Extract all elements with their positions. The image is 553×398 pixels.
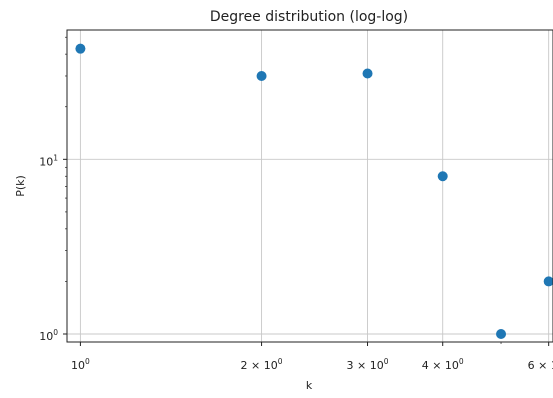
data-point [256,70,267,81]
data-point [496,329,507,340]
x-tick-label: 2 × 100 [241,357,283,372]
y-tick-label: 100 [39,328,58,343]
x-axis-label: k [306,379,313,392]
y-axis-label: P(k) [14,175,27,197]
data-point [362,68,373,79]
data-point [437,171,448,182]
x-axis-ticks: 100 2 × 100 3 × 100 4 × 100 6 × 100 [71,342,553,372]
x-tick-label: 4 × 100 [422,357,464,372]
y-tick-label: 101 [39,153,58,168]
data-point [543,276,553,287]
chart-title: Degree distribution (log-log) [210,9,408,25]
y-axis-ticks: 100 101 [39,36,67,343]
data-point [75,43,86,54]
grid [67,30,553,342]
x-tick-label: 6 × 100 [528,357,553,372]
x-tick-label: 100 [71,357,90,372]
x-tick-label: 3 × 100 [347,357,389,372]
data-points [75,43,553,340]
plot-area [66,29,553,343]
